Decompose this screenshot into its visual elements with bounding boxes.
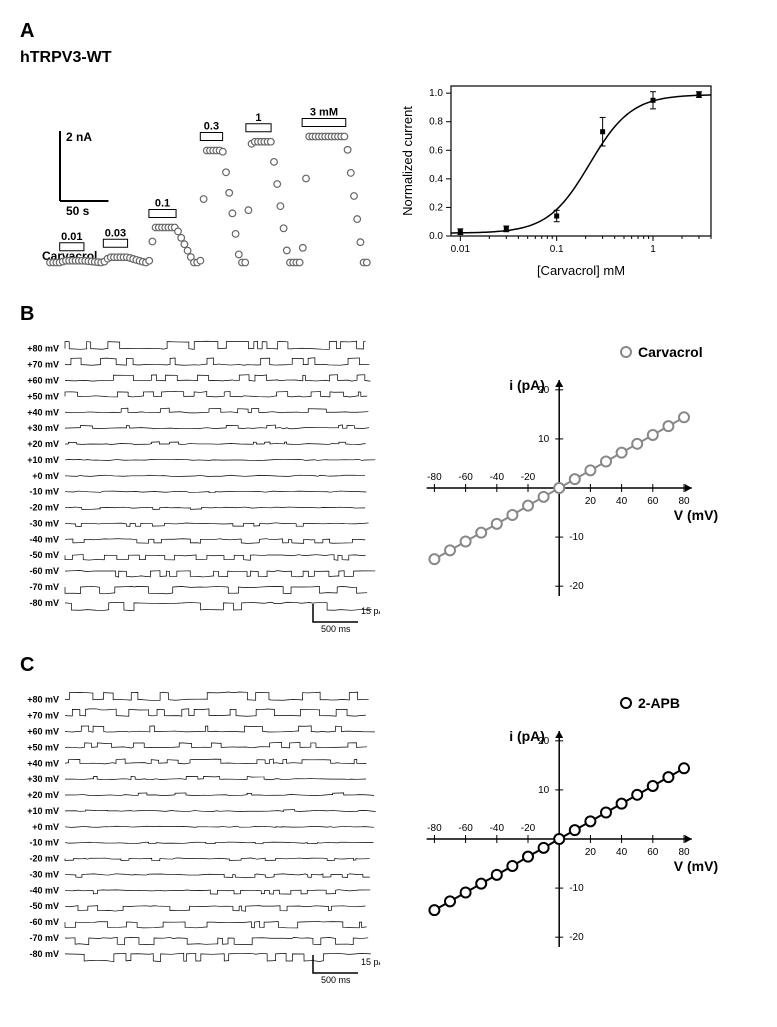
svg-text:2-APB: 2-APB xyxy=(638,695,680,711)
svg-text:-30 mV: -30 mV xyxy=(29,869,59,879)
svg-text:Normalized current: Normalized current xyxy=(400,106,415,216)
svg-text:80: 80 xyxy=(678,496,690,507)
panel-a-dose-response: 0.0 0.2 0.4 0.6 0.8 1.0 0.01 0.1 1 [Carvacrol] mM… xyxy=(396,71,726,281)
panel-b-label: B xyxy=(20,303,757,326)
svg-text:+30 mV: +30 mV xyxy=(27,423,59,433)
svg-text:+40 mV: +40 mV xyxy=(27,758,59,768)
svg-text:0.01: 0.01 xyxy=(451,244,471,255)
svg-text:-40: -40 xyxy=(490,472,505,483)
panel-c-label: C xyxy=(20,654,757,677)
panel-c: C +80 mV +70 mV +60 mV +50 mV +40 mV +30 mV +2… xyxy=(20,654,757,983)
svg-text:0.1: 0.1 xyxy=(155,198,170,210)
svg-text:-40 mV: -40 mV xyxy=(29,534,59,544)
svg-text:15 pA: 15 pA xyxy=(361,606,380,616)
svg-text:+30 mV: +30 mV xyxy=(27,774,59,784)
svg-text:-20 mV: -20 mV xyxy=(29,503,59,513)
svg-text:+50 mV: +50 mV xyxy=(27,742,59,752)
svg-text:+0 mV: +0 mV xyxy=(32,471,59,481)
svg-text:10: 10 xyxy=(538,434,550,445)
svg-text:[Carvacrol] mM: [Carvacrol] mM xyxy=(537,263,625,278)
svg-text:-70 mV: -70 mV xyxy=(29,933,59,943)
svg-text:-60 mV: -60 mV xyxy=(29,917,59,927)
svg-text:20: 20 xyxy=(585,496,597,507)
svg-text:+10 mV: +10 mV xyxy=(27,806,59,816)
panel-a: A hTRPV3-WT 2 nA50 sCarvacrol0.010.030.1… xyxy=(20,20,757,281)
svg-text:50 s: 50 s xyxy=(66,204,90,218)
svg-text:-50 mV: -50 mV xyxy=(29,550,59,560)
svg-text:+40 mV: +40 mV xyxy=(27,407,59,417)
svg-text:+50 mV: +50 mV xyxy=(27,391,59,401)
svg-text:-30 mV: -30 mV xyxy=(29,518,59,528)
svg-text:+70 mV: +70 mV xyxy=(27,360,59,370)
svg-text:-60 mV: -60 mV xyxy=(29,566,59,576)
panel-a-label: A xyxy=(20,20,757,43)
svg-text:-10 mV: -10 mV xyxy=(29,838,59,848)
svg-text:500 ms: 500 ms xyxy=(321,624,351,632)
svg-text:60: 60 xyxy=(647,847,659,858)
svg-text:-20: -20 xyxy=(569,581,584,592)
svg-text:+20 mV: +20 mV xyxy=(27,790,59,800)
svg-text:80: 80 xyxy=(678,847,690,858)
svg-text:-10 mV: -10 mV xyxy=(29,487,59,497)
panel-b-iv: -80-60-40-2020406080-20-101020V (mV)i (p… xyxy=(396,332,736,632)
svg-text:2 nA: 2 nA xyxy=(66,130,92,144)
panel-a-timecourse: 2 nA50 sCarvacrol0.010.030.10.313 mM xyxy=(20,71,380,281)
panel-b-traces: +80 mV +70 mV +60 mV +50 mV +40 mV +30 mV +20 … xyxy=(20,332,380,632)
svg-text:-20: -20 xyxy=(569,932,584,943)
svg-text:-20 mV: -20 mV xyxy=(29,854,59,864)
svg-text:-10: -10 xyxy=(569,532,584,543)
svg-text:-10: -10 xyxy=(569,883,584,894)
svg-text:0.1: 0.1 xyxy=(550,244,564,255)
svg-text:-40: -40 xyxy=(490,823,505,834)
panel-c-iv: -80-60-40-2020406080-20-101020V (mV)i (p… xyxy=(396,683,736,983)
svg-text:+70 mV: +70 mV xyxy=(27,711,59,721)
svg-text:V (mV): V (mV) xyxy=(674,507,718,523)
svg-text:15 pA: 15 pA xyxy=(361,957,380,967)
svg-text:-20: -20 xyxy=(521,823,536,834)
svg-text:500 ms: 500 ms xyxy=(321,975,351,983)
svg-text:-60: -60 xyxy=(458,823,473,834)
svg-text:-20: -20 xyxy=(521,472,536,483)
svg-text:0.0: 0.0 xyxy=(429,231,443,242)
svg-text:20: 20 xyxy=(585,847,597,858)
svg-text:+10 mV: +10 mV xyxy=(27,455,59,465)
svg-text:-70 mV: -70 mV xyxy=(29,582,59,592)
svg-text:-60: -60 xyxy=(458,472,473,483)
svg-text:0.8: 0.8 xyxy=(429,117,443,128)
panel-c-traces: +80 mV +70 mV +60 mV +50 mV +40 mV +30 mV +20 … xyxy=(20,683,380,983)
svg-text:0.2: 0.2 xyxy=(429,202,443,213)
svg-text:0.01: 0.01 xyxy=(61,231,82,243)
panel-a-title: hTRPV3-WT xyxy=(20,49,757,67)
svg-text:0.6: 0.6 xyxy=(429,145,443,156)
svg-text:1: 1 xyxy=(255,112,261,124)
svg-text:0.4: 0.4 xyxy=(429,174,443,185)
svg-text:+0 mV: +0 mV xyxy=(32,822,59,832)
svg-text:0.03: 0.03 xyxy=(105,227,126,239)
svg-text:+20 mV: +20 mV xyxy=(27,439,59,449)
svg-text:-40 mV: -40 mV xyxy=(29,885,59,895)
svg-text:3 mM: 3 mM xyxy=(310,107,338,119)
svg-text:+80 mV: +80 mV xyxy=(27,695,59,705)
svg-text:V (mV): V (mV) xyxy=(674,858,718,874)
panel-b: B +80 mV +70 mV +60 mV +50 mV +40 mV +30 mV +2… xyxy=(20,303,757,632)
svg-text:40: 40 xyxy=(616,847,628,858)
svg-text:60: 60 xyxy=(647,496,659,507)
svg-text:40: 40 xyxy=(616,496,628,507)
svg-text:-50 mV: -50 mV xyxy=(29,901,59,911)
svg-text:-80: -80 xyxy=(427,823,442,834)
svg-text:0.3: 0.3 xyxy=(204,121,219,133)
svg-text:-80 mV: -80 mV xyxy=(29,598,59,608)
svg-text:+80 mV: +80 mV xyxy=(27,344,59,354)
svg-text:1: 1 xyxy=(650,244,656,255)
svg-text:-80: -80 xyxy=(427,472,442,483)
svg-text:+60 mV: +60 mV xyxy=(27,376,59,386)
svg-text:1.0: 1.0 xyxy=(429,88,443,99)
svg-text:+60 mV: +60 mV xyxy=(27,727,59,737)
svg-text:-80 mV: -80 mV xyxy=(29,949,59,959)
svg-text:i (pA): i (pA) xyxy=(509,377,545,393)
svg-text:Carvacrol: Carvacrol xyxy=(638,344,703,360)
svg-text:10: 10 xyxy=(538,785,550,796)
svg-text:i (pA): i (pA) xyxy=(509,728,545,744)
